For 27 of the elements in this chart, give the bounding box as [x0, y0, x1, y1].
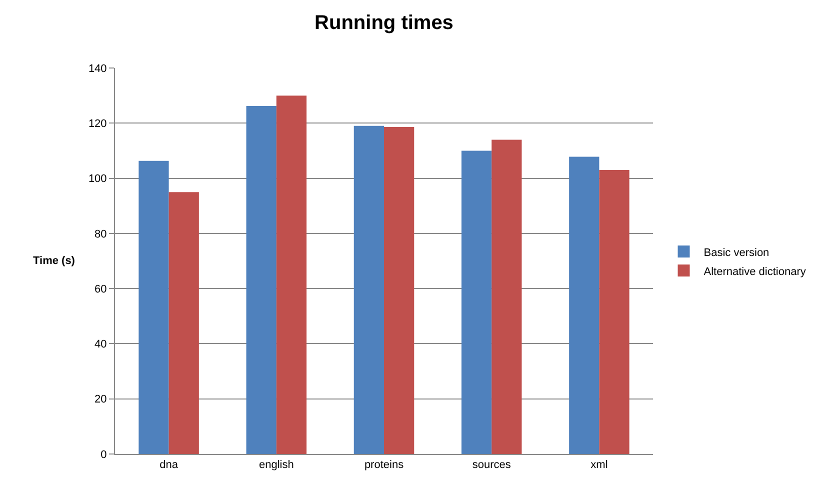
bar [599, 170, 630, 454]
y-tick-label: 20 [94, 394, 107, 406]
y-tick-label: 140 [88, 62, 107, 75]
x-tick-label: english [258, 459, 294, 472]
bar [168, 192, 199, 454]
y-axis-title: Time (s) [33, 255, 76, 267]
y-tick-label: 120 [88, 118, 107, 130]
y-tick-label: 80 [94, 228, 107, 240]
chart-title: Running times [314, 12, 454, 34]
bar [384, 127, 414, 454]
y-tick-label: 60 [94, 283, 107, 296]
bar [138, 160, 169, 454]
x-tick-label: xml [590, 459, 608, 472]
bar [246, 106, 276, 454]
bar [461, 150, 492, 454]
y-tick-label: 40 [94, 338, 107, 351]
bar [354, 126, 384, 454]
legend-label: Basic version [704, 246, 770, 259]
legend-label: Alternative dictionary [704, 266, 806, 278]
x-tick-label: proteins [364, 459, 404, 472]
x-tick-label: sources [472, 459, 512, 472]
x-tick-label: dna [160, 459, 179, 472]
y-tick-label: 0 [100, 448, 107, 461]
bar [276, 96, 307, 454]
bar [492, 140, 522, 454]
bar [569, 156, 600, 454]
y-tick-label: 100 [88, 173, 107, 186]
